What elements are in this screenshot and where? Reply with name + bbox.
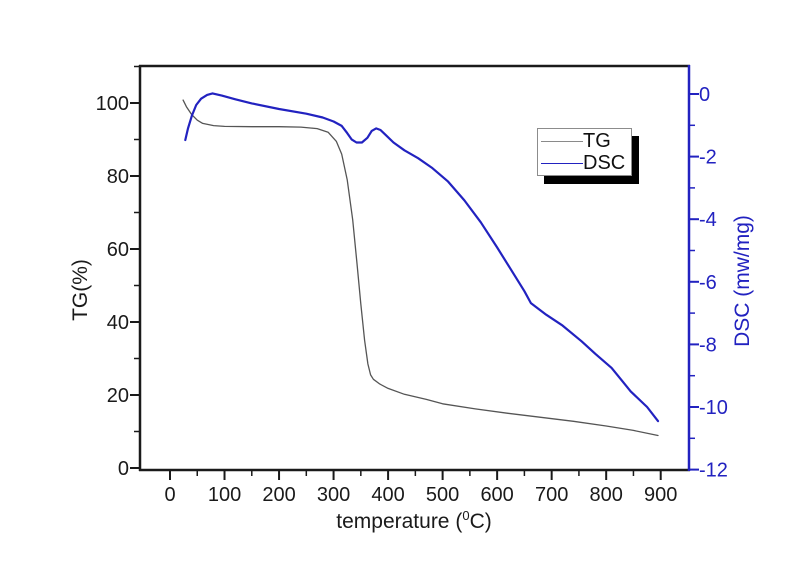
y-axis-right-tick-label: -8	[699, 334, 717, 356]
x-axis-title-superscript: 0	[462, 508, 470, 523]
y-axis-right-tick-label: -12	[699, 460, 728, 482]
y-axis-right-tick-label: 0	[699, 84, 710, 106]
y-axis-left-tick-label: 40	[107, 312, 129, 334]
x-axis-tick-label: 100	[208, 484, 241, 506]
x-axis-tick-label: 800	[589, 484, 622, 506]
legend-entry-dsc: DSC	[538, 152, 631, 174]
legend-entry-tg: TG	[538, 130, 631, 152]
y-axis-right-tick-label: -6	[699, 272, 717, 294]
x-axis-tick-label: 200	[262, 484, 295, 506]
legend-label-tg: TG	[583, 130, 611, 152]
y-axis-right-tick-label: -2	[699, 147, 717, 169]
x-axis-tick-label: 600	[480, 484, 513, 506]
y-axis-left-tick-label: 20	[107, 385, 129, 407]
x-axis-tick-label: 0	[164, 484, 175, 506]
y-axis-left-tick-label: 0	[118, 458, 129, 480]
tg-line-sample	[541, 140, 583, 142]
y-axis-left-tick-label: 80	[107, 166, 129, 188]
x-axis-title: temperature (0C)	[140, 508, 688, 534]
x-axis-tick-label: 500	[426, 484, 459, 506]
y-axis-right-tick-label: -4	[699, 209, 717, 231]
x-axis-tick-label: 900	[644, 484, 677, 506]
legend: TG DSC	[537, 128, 632, 176]
dsc-line-sample	[541, 162, 583, 164]
x-axis-title-unit: C)	[469, 510, 492, 533]
x-axis-tick-label: 300	[317, 484, 350, 506]
y-axis-left-tick-label: 60	[107, 239, 129, 261]
dsc-curve	[184, 92, 660, 423]
y-axis-right-tick-label: -10	[699, 397, 728, 419]
x-axis-title-text: temperature (	[336, 510, 463, 533]
y-axis-left-tick-label: 100	[96, 93, 129, 115]
x-axis-tick-label: 400	[371, 484, 404, 506]
right-axis-title: DSC (mw/mg)	[731, 215, 754, 347]
left-axis-title: TG(%)	[69, 259, 92, 321]
x-axis-tick-label: 700	[535, 484, 568, 506]
legend-label-dsc: DSC	[583, 152, 626, 174]
tg-curve	[182, 99, 659, 437]
